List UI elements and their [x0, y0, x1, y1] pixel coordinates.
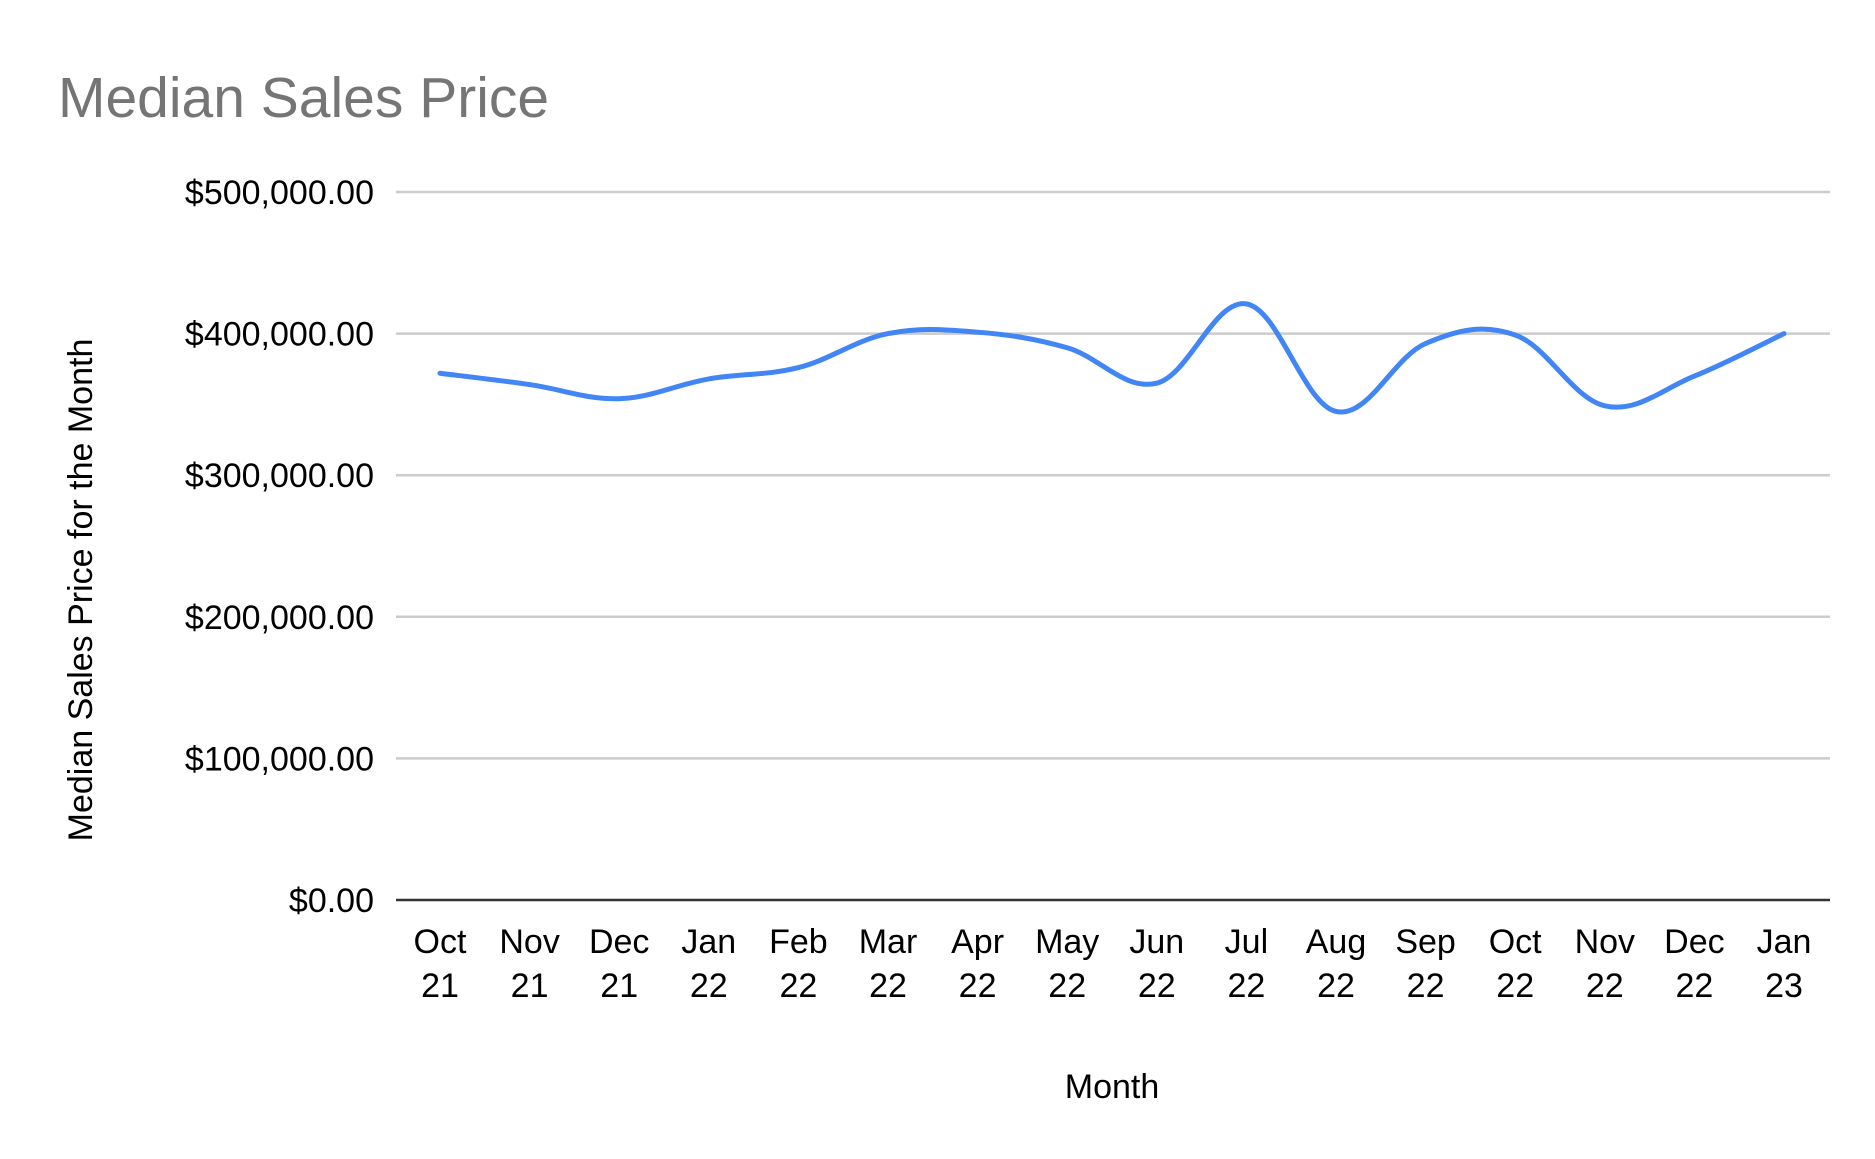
- data-point: [526, 381, 534, 389]
- x-tick-label: May 22: [1035, 923, 1099, 1005]
- data-point: [1690, 372, 1698, 380]
- data-point: [1511, 331, 1519, 339]
- x-tick-label: Jan 22: [681, 923, 736, 1005]
- y-tick-label: $400,000.00: [185, 316, 374, 354]
- x-axis-title: Month: [1065, 1068, 1160, 1106]
- data-point: [1422, 340, 1430, 348]
- x-tick-label: Feb 22: [769, 923, 828, 1005]
- data-point: [1242, 300, 1250, 308]
- x-tick-label: Apr 22: [951, 923, 1004, 1005]
- gridlines: [396, 190, 1830, 902]
- data-point: [436, 369, 444, 377]
- x-tick-label: Mar 22: [859, 923, 918, 1005]
- data-point: [974, 328, 982, 336]
- y-tick-label: $100,000.00: [185, 740, 374, 778]
- x-tick-label: Jul 22: [1225, 923, 1268, 1005]
- data-point: [615, 395, 623, 403]
- y-axis-ticks: $0.00 $100,000.00 $200,000.00 $300,000.00 $4…: [185, 174, 374, 920]
- chart-title: Median Sales Price: [58, 66, 549, 130]
- x-tick-label: Dec 22: [1664, 923, 1724, 1005]
- x-tick-label: Dec 21: [589, 923, 649, 1005]
- series-layer: [436, 300, 1788, 415]
- x-axis-ticks: Oct 21 Nov 21 Dec 21 Jan 22 Feb 22 Mar 22 Apr 22 May 22…: [414, 923, 1812, 1005]
- data-point: [1601, 402, 1609, 410]
- y-tick-label: $500,000.00: [185, 174, 374, 212]
- x-tick-label: Jan 23: [1757, 923, 1812, 1005]
- data-point: [1063, 344, 1071, 352]
- x-tick-label: Nov 22: [1575, 923, 1635, 1005]
- x-tick-label: Nov 21: [499, 923, 559, 1005]
- x-tick-label: Oct 21: [414, 923, 467, 1005]
- data-point: [705, 375, 713, 383]
- x-tick-label: Jun 22: [1129, 923, 1184, 1005]
- data-point: [794, 364, 802, 372]
- x-tick-label: Oct 22: [1489, 923, 1542, 1005]
- data-point: [884, 330, 892, 338]
- data-point: [1153, 379, 1161, 387]
- y-tick-label: $300,000.00: [185, 457, 374, 495]
- y-axis-title: Median Sales Price for the Month: [62, 339, 100, 842]
- y-tick-label: $0.00: [289, 882, 374, 920]
- x-tick-label: Sep 22: [1395, 923, 1456, 1005]
- x-tick-label: Aug 22: [1306, 923, 1367, 1005]
- data-point: [1780, 330, 1788, 338]
- data-point: [1332, 407, 1340, 415]
- series-line: [437, 301, 1787, 415]
- y-tick-label: $200,000.00: [185, 599, 374, 637]
